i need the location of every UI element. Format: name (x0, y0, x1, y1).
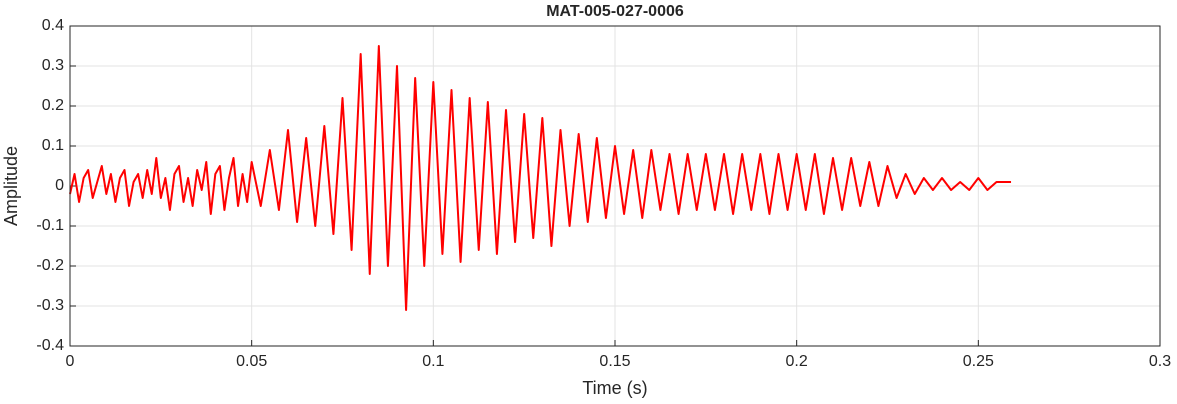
y-tick-label: 0.2 (42, 97, 64, 114)
x-tick-label: 0 (66, 353, 75, 370)
y-tick-label: -0.4 (36, 337, 64, 354)
y-tick-label: -0.3 (36, 297, 64, 314)
y-tick-label: 0.1 (42, 137, 64, 154)
x-tick-label: 0.25 (963, 353, 994, 370)
y-tick-label: -0.2 (36, 257, 64, 274)
y-tick-label: 0.3 (42, 57, 64, 74)
x-tick-label: 0.15 (599, 353, 630, 370)
plot-frame (69, 25, 1161, 347)
x-tick-label: 0.1 (422, 353, 444, 370)
y-tick-label: 0.4 (42, 17, 64, 34)
chart-title: MAT-005-027-0006 (546, 3, 684, 20)
y-axis-label: Amplitude (1, 146, 21, 226)
y-tick-label: -0.1 (36, 217, 64, 234)
x-tick-label: 0.05 (236, 353, 267, 370)
line-series (69, 45, 1012, 311)
y-tick-label: 0 (55, 177, 64, 194)
x-axis-label: Time (s) (582, 378, 647, 398)
x-tick-label: 0.2 (786, 353, 808, 370)
x-tick-label: 0.3 (1149, 353, 1171, 370)
